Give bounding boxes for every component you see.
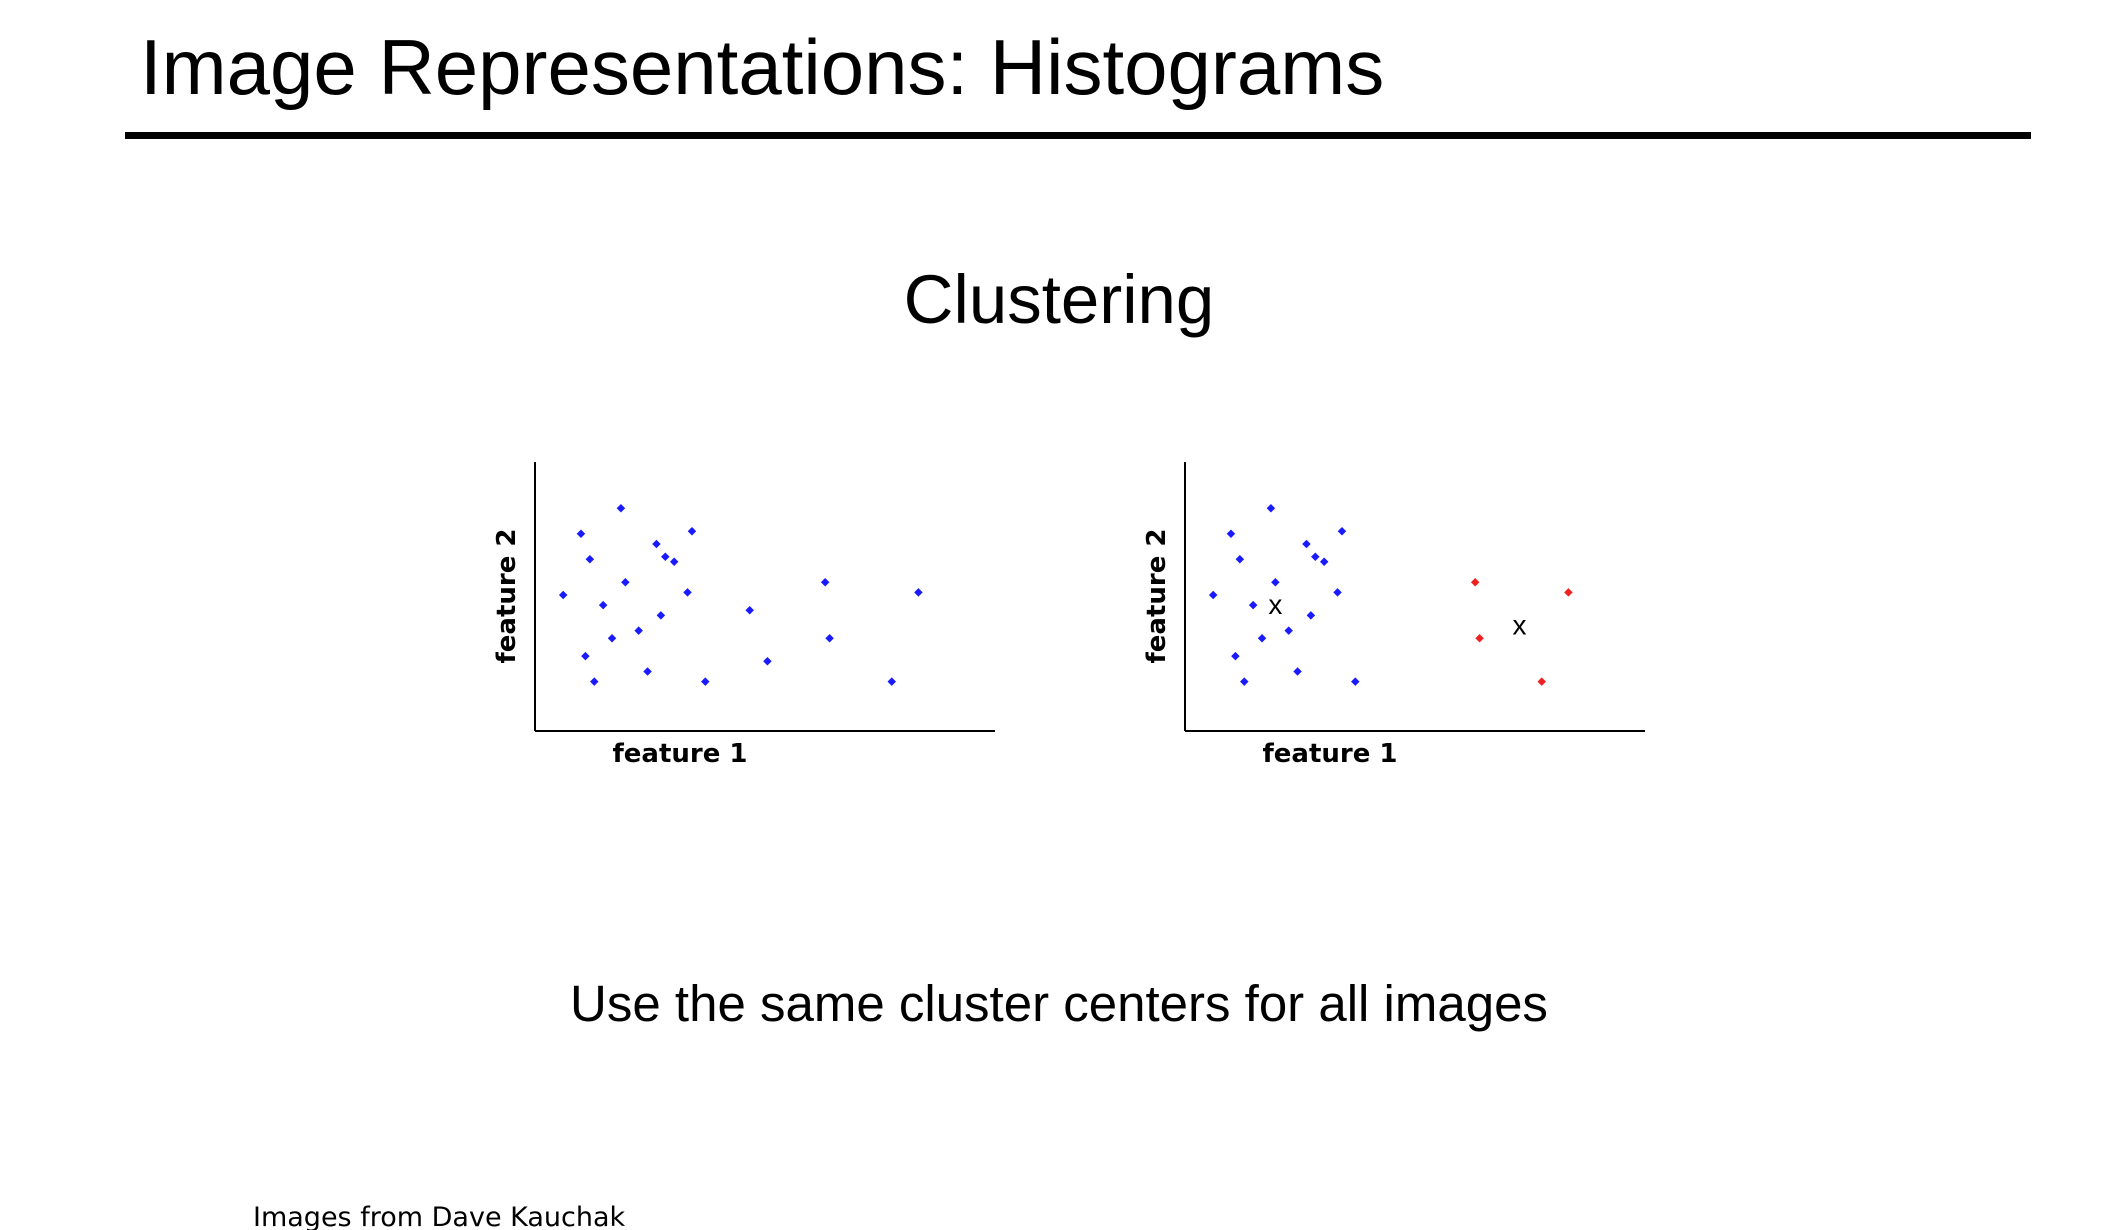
data-point	[1337, 526, 1347, 536]
data-point	[634, 626, 643, 635]
title-underline	[125, 132, 2031, 139]
data-point	[887, 677, 897, 686]
data-point	[825, 634, 834, 643]
image-credit: Images from Dave Kauchak	[253, 1202, 626, 1230]
data-point	[701, 677, 710, 686]
data-point	[616, 504, 626, 513]
data-point	[745, 606, 754, 615]
x-axis-label: feature 1	[1262, 739, 1397, 769]
y-axis-label: feature 2	[492, 528, 522, 663]
data-point	[687, 526, 697, 536]
data-point	[1564, 588, 1573, 597]
data-point	[621, 577, 630, 587]
data-point	[576, 529, 586, 538]
data-point	[598, 600, 608, 610]
data-point	[581, 651, 590, 661]
cluster-center-marker: x	[1268, 589, 1282, 620]
cluster-centers: xx	[1268, 589, 1526, 640]
data-point	[1475, 634, 1484, 643]
data-point	[1293, 667, 1302, 676]
cluster-center-marker: x	[1513, 610, 1527, 641]
data-point	[607, 634, 617, 643]
y-axis-label: feature 2	[1142, 528, 1172, 663]
section-heading: Clustering	[903, 261, 1215, 338]
data-point	[652, 539, 661, 549]
data-point	[1226, 529, 1236, 538]
data-point	[1311, 552, 1320, 561]
data-point	[1351, 677, 1360, 686]
data-point	[669, 557, 679, 567]
data-point	[558, 590, 568, 600]
data-point	[1257, 634, 1267, 643]
data-point	[1271, 577, 1280, 587]
data-point	[1302, 539, 1311, 549]
data-point	[914, 588, 923, 597]
slide-title: Image Representations: Histograms	[140, 23, 1385, 111]
data-point	[1231, 651, 1240, 661]
slide-caption: Use the same cluster centers for all ima…	[570, 975, 1548, 1032]
data-point	[1333, 588, 1342, 597]
data-point	[643, 667, 652, 676]
data-points	[1208, 504, 1573, 686]
data-point	[590, 677, 599, 686]
x-axis-label: feature 1	[612, 739, 747, 769]
data-point	[1208, 590, 1218, 600]
data-point	[820, 577, 830, 587]
data-point	[1306, 611, 1316, 620]
data-point	[585, 555, 595, 564]
data-point	[1319, 557, 1329, 567]
data-point	[1240, 677, 1249, 686]
data-point	[763, 657, 772, 666]
data-point	[1284, 626, 1293, 635]
data-point	[1235, 555, 1245, 564]
scatter-plot-unclustered: feature 1 feature 2	[485, 420, 1005, 790]
data-point	[1248, 600, 1258, 610]
data-point	[656, 611, 666, 620]
data-point	[661, 552, 670, 561]
data-point	[683, 588, 692, 597]
data-point	[1537, 677, 1547, 686]
data-point	[1266, 504, 1276, 513]
data-point	[1470, 577, 1480, 587]
data-points	[558, 504, 923, 686]
